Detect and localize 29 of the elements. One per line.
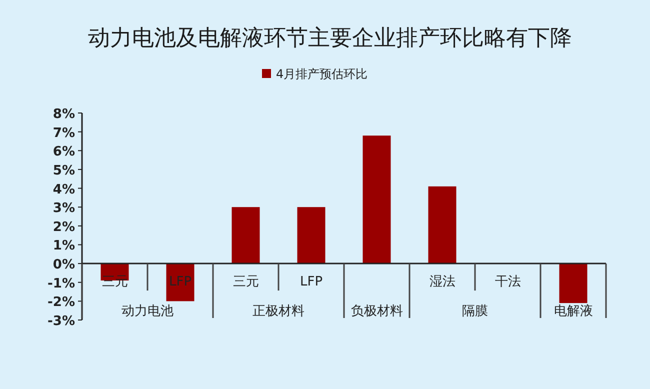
x-tick-label: 湿法 — [429, 274, 456, 290]
y-tick-label: 3% — [52, 201, 75, 216]
x-tick-label: LFP — [168, 274, 192, 290]
annotation: 动力电池 — [122, 304, 174, 319]
legend-label: 4月排产预估环比 — [276, 67, 368, 81]
x-tick-label: LFP — [300, 274, 323, 290]
chart-title: 动力电池及电解液环节主要企业排产环比略有下降 — [88, 26, 572, 51]
x-tick-label: 干法 — [494, 274, 521, 290]
y-tick-label: 4% — [52, 182, 75, 198]
y-tick-label: 8% — [52, 107, 75, 122]
bar — [428, 186, 456, 264]
annotation: 正极材料 — [252, 304, 304, 319]
bar — [559, 264, 588, 304]
y-tick-label: 0% — [52, 258, 75, 273]
y-tick-label: 1% — [52, 238, 75, 254]
bar — [362, 136, 391, 264]
y-tick-label: 2% — [52, 220, 75, 235]
x-tick-label: 三元 — [232, 274, 259, 290]
y-tick-label: 5% — [52, 163, 75, 178]
annotation: 电解液 — [554, 304, 593, 319]
y-tick-label: -1% — [48, 276, 75, 292]
y-tick-label: -3% — [48, 314, 75, 329]
y-tick-label: 6% — [52, 144, 75, 160]
y-tick-label: -2% — [48, 295, 75, 310]
annotation: 负极材料 — [350, 304, 403, 319]
y-tick-label: 7% — [52, 126, 75, 141]
bar — [232, 207, 260, 264]
annotation: 隔膜 — [462, 304, 488, 319]
bar — [297, 207, 326, 264]
